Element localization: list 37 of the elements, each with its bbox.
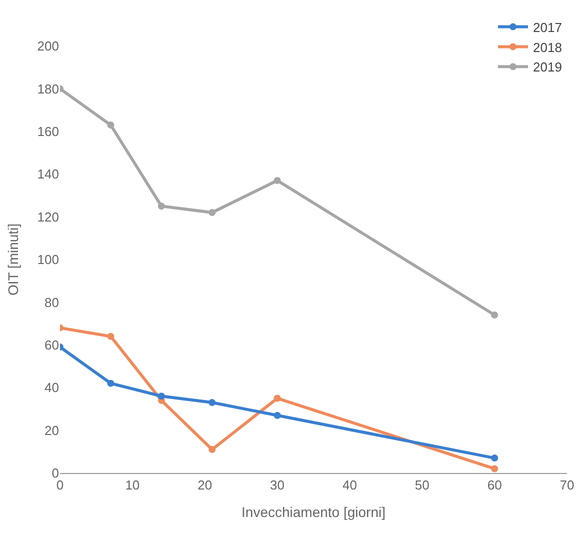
point	[107, 332, 114, 340]
y-tick-label: 0	[52, 466, 59, 481]
y-tick-label: 100	[37, 252, 59, 268]
point	[274, 177, 281, 184]
point	[158, 202, 165, 210]
point	[158, 392, 165, 400]
point	[208, 209, 216, 216]
legend-label: 2017	[533, 20, 562, 35]
point	[491, 454, 498, 462]
y-tick-label: 120	[37, 209, 59, 224]
x-axis-title: Invecchiamento [giorni]	[242, 504, 386, 520]
x-tick-label: 50	[414, 478, 430, 493]
point	[107, 122, 114, 128]
y-tick-label: 20	[44, 422, 59, 438]
point	[491, 465, 498, 472]
x-tick-label: 60	[487, 478, 502, 493]
x-tick-label: 20	[198, 478, 212, 493]
point	[274, 394, 281, 402]
y-axis-title: OIT [minuti]	[4, 223, 21, 296]
legend-label: 2018	[533, 40, 562, 55]
x-tick-label: 10	[125, 478, 140, 493]
x-tick-label: 70	[560, 478, 574, 493]
y-tick-label: 200	[37, 38, 59, 54]
y-tick-label: 160	[37, 124, 59, 139]
y-tick-label: 40	[44, 380, 59, 396]
legend-label: 2019	[533, 60, 562, 75]
y-tick-label: 80	[44, 294, 59, 310]
y-tick-label: 140	[37, 166, 59, 182]
y-tick-label: 180	[37, 81, 59, 96]
point	[274, 412, 281, 419]
x-tick-label: 40	[342, 478, 357, 493]
y-tick-label: 60	[44, 337, 59, 352]
x-tick-label: 30	[270, 478, 285, 493]
point	[208, 446, 216, 454]
point	[208, 399, 216, 406]
point	[491, 312, 498, 319]
point	[107, 380, 114, 387]
